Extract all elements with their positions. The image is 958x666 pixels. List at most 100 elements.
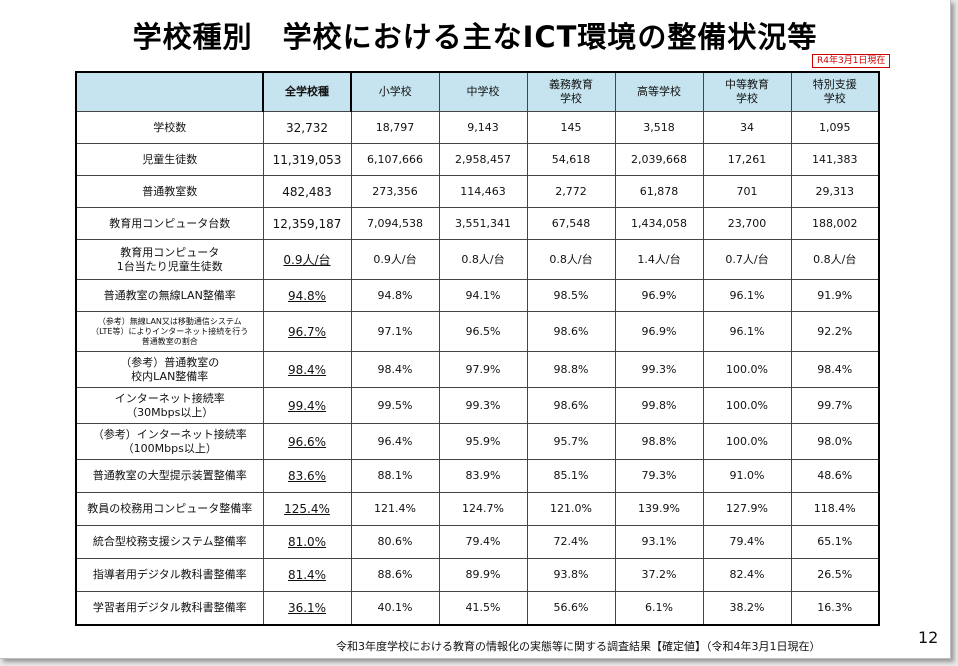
row-label: 児童生徒数: [75, 143, 264, 176]
cell-value: 100.0%: [726, 398, 768, 412]
cell-value: 96.9%: [641, 324, 677, 338]
row-label: 教員の校務用コンピュータ整備率: [75, 492, 264, 526]
table-row: 教育用コンピュータ 1台当たり児童生徒数 0.9人/台 0.9人/台 0.8人/台 0.8…: [75, 239, 880, 280]
cell-value: 98.4%: [817, 362, 853, 376]
cell-high: 1.4人/台: [614, 239, 704, 280]
cell-high: 98.8%: [614, 423, 704, 460]
cell-high: 139.9%: [614, 492, 704, 526]
cell-value: 48.6%: [817, 469, 853, 482]
cell-value: 99.3%: [465, 398, 501, 412]
cell-all: 98.4%: [262, 351, 352, 388]
cell-elementary: 18,797: [350, 111, 440, 144]
cell-value: 81.4%: [287, 568, 327, 582]
cell-all: 11,319,053: [262, 143, 352, 176]
cell-value: 6,107,666: [367, 152, 423, 166]
cell-value: 97.9%: [465, 362, 501, 376]
cell-elementary: 88.6%: [350, 558, 440, 592]
cell-all: 0.9人/台: [262, 239, 352, 280]
cell-compulsory: 98.8%: [526, 351, 616, 388]
cell-value: 96.4%: [377, 434, 413, 448]
row-label: 普通教室の大型提示装置整備率: [75, 459, 264, 493]
cell-special-needs: 65.1%: [790, 525, 880, 559]
cell-compulsory: 54,618: [526, 143, 616, 176]
row-label: 普通教室の無線LAN整備率: [75, 279, 264, 312]
cell-value: 37.2%: [641, 568, 677, 581]
cell-value: 67,548: [551, 216, 591, 230]
cell-high: 99.3%: [614, 351, 704, 388]
cell-special-needs: 98.4%: [790, 351, 880, 388]
cell-value: 16.3%: [817, 600, 853, 614]
cell-value: 32,732: [286, 120, 328, 135]
cell-special-needs: 188,002: [790, 207, 880, 240]
cell-value: 99.4%: [287, 398, 327, 413]
cell-value: 83.9%: [465, 469, 501, 482]
cell-special-needs: 0.8人/台: [790, 239, 880, 280]
cell-value: 0.8人/台: [813, 252, 857, 266]
cell-value: 96.5%: [465, 324, 501, 338]
cell-high: 2,039,668: [614, 143, 704, 176]
cell-value: 3,551,341: [455, 216, 511, 230]
table-row: （参考）インターネット接続率 （100Mbps以上） 96.6% 96.4% 95.9%…: [75, 423, 880, 460]
cell-value: 114,463: [460, 184, 506, 198]
cell-all: 482,483: [262, 175, 352, 208]
cell-compulsory: 93.8%: [526, 558, 616, 592]
cell-value: 91.9%: [817, 288, 853, 302]
cell-all: 96.7%: [262, 311, 352, 352]
cell-compulsory: 98.6%: [526, 387, 616, 424]
cell-elementary: 96.4%: [350, 423, 440, 460]
cell-value: 99.8%: [641, 398, 677, 412]
cell-value: 96.1%: [729, 324, 765, 338]
cell-special-needs: 98.0%: [790, 423, 880, 460]
cell-value: 89.9%: [465, 568, 501, 581]
cell-compulsory: 0.8人/台: [526, 239, 616, 280]
cell-value: 701: [736, 184, 758, 198]
cell-secondary: 23,700: [702, 207, 792, 240]
cell-value: 100.0%: [726, 362, 768, 376]
cell-junior-high: 124.7%: [438, 492, 528, 526]
cell-value: 93.8%: [553, 568, 589, 581]
cell-compulsory: 145: [526, 111, 616, 144]
cell-value: 36.1%: [287, 600, 327, 615]
cell-high: 37.2%: [614, 558, 704, 592]
cell-high: 96.9%: [614, 279, 704, 312]
cell-value: 96.9%: [641, 288, 677, 302]
cell-value: 93.1%: [641, 535, 677, 548]
cell-value: 94.8%: [287, 288, 327, 303]
cell-value: 0.8人/台: [461, 252, 505, 266]
cell-value: 0.9人/台: [373, 252, 417, 266]
cell-special-needs: 16.3%: [790, 591, 880, 625]
row-label: （参考）インターネット接続率 （100Mbps以上）: [75, 423, 264, 460]
cell-value: 34: [740, 120, 754, 134]
cell-junior-high: 96.5%: [438, 311, 528, 352]
cell-value: 1.4人/台: [637, 252, 681, 266]
cell-value: 2,039,668: [631, 152, 687, 166]
row-label: （参考）無線LAN又は移動通信システム （LTE等）によりインターネット接続を行う…: [75, 311, 264, 352]
cell-value: 11,319,053: [272, 152, 342, 167]
cell-value: 118.4%: [813, 502, 856, 515]
cell-value: 81.0%: [287, 535, 327, 549]
cell-junior-high: 9,143: [438, 111, 528, 144]
cell-value: 85.1%: [553, 469, 589, 482]
cell-secondary: 34: [702, 111, 792, 144]
cell-value: 127.9%: [726, 502, 768, 515]
cell-value: 96.6%: [287, 434, 327, 449]
table-row: （参考）無線LAN又は移動通信システム （LTE等）によりインターネット接続を行う…: [75, 311, 880, 352]
cell-value: 141,383: [812, 152, 858, 166]
cell-all: 83.6%: [262, 459, 352, 493]
cell-value: 12,359,187: [272, 216, 342, 231]
cell-value: 0.7人/台: [725, 252, 769, 266]
cell-high: 1,434,058: [614, 207, 704, 240]
cell-secondary: 100.0%: [702, 423, 792, 460]
cell-secondary: 0.7人/台: [702, 239, 792, 280]
cell-value: 95.7%: [553, 434, 589, 448]
cell-secondary: 96.1%: [702, 279, 792, 312]
column-header-high: 高等学校: [614, 71, 704, 112]
cell-compulsory: 98.5%: [526, 279, 616, 312]
cell-secondary: 100.0%: [702, 387, 792, 424]
cell-value: 61,878: [639, 184, 679, 198]
cell-value: 95.9%: [465, 434, 501, 448]
cell-junior-high: 83.9%: [438, 459, 528, 493]
table-row: 学校数 32,732 18,797 9,143 145 3,518 34 1,095: [75, 111, 880, 144]
cell-value: 1,095: [819, 120, 851, 134]
table-row: （参考）普通教室の 校内LAN整備率 98.4% 98.4% 97.9% 98.8% 99.…: [75, 351, 880, 388]
